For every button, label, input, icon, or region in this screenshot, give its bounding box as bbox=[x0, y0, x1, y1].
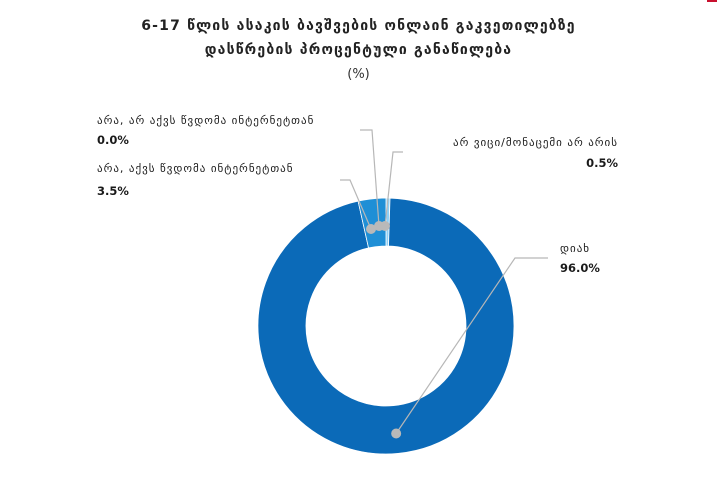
slice-label: არა, არ აქვს წვდომა ინტერნეტთან bbox=[97, 114, 314, 127]
donut-slice bbox=[257, 197, 515, 455]
slice-value-label: 96.0% bbox=[560, 261, 600, 275]
chart-unit: (%) bbox=[347, 67, 370, 82]
slice-label: არა, აქვს წვდომა ინტერნეტთან bbox=[97, 162, 294, 175]
leader-line bbox=[384, 151, 403, 227]
leader-line bbox=[340, 179, 372, 230]
leader-dot bbox=[391, 428, 402, 439]
top-accent-rule bbox=[707, 0, 717, 2]
chart-title-block: 6-17 წლის ასაკის ბავშვების ონლაინ გაკვეთ… bbox=[0, 14, 717, 86]
chart-title-line-1: 6-17 წლის ასაკის ბავშვების ონლაინ გაკვეთ… bbox=[141, 18, 576, 34]
slice-label: დიახ bbox=[560, 242, 590, 255]
slice-label: არ ვიცი/მონაცემი არ არის bbox=[453, 136, 618, 149]
slice-value-label: 0.5% bbox=[586, 156, 618, 170]
slice-labels: დიახ 96.0% არა, აქვს წვდომა ინტერნეტთან 3.5… bbox=[97, 114, 618, 275]
slice-value-label: 0.0% bbox=[97, 133, 129, 147]
donut-slices bbox=[257, 197, 515, 455]
chart-title-line-2: დასწრების პროცენტული განაწილება bbox=[204, 42, 513, 58]
leader-lines bbox=[340, 129, 548, 439]
donut-slice bbox=[357, 197, 387, 249]
leader-line bbox=[395, 257, 548, 434]
leader-line bbox=[360, 129, 380, 227]
leader-dot bbox=[366, 224, 376, 234]
leader-dot bbox=[380, 221, 390, 231]
slice-value-label: 3.5% bbox=[97, 184, 129, 198]
